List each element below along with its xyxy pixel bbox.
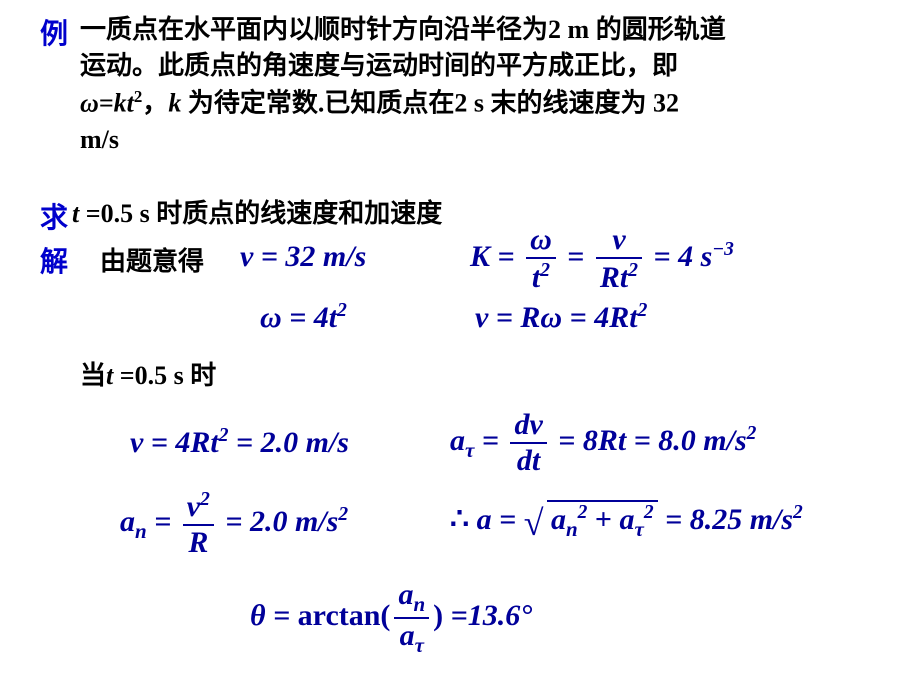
at-rhs: = 8Rt = 8.0 m/s	[558, 424, 746, 457]
th-close: )	[433, 599, 443, 632]
p-l1c: 的圆形轨道	[589, 15, 726, 44]
p-l3b: ，	[142, 88, 168, 117]
yiti: 由题意得	[100, 244, 204, 280]
omega-t: ω = 4t	[260, 301, 337, 334]
vR-t: v = Rω = 4Rt	[475, 301, 638, 334]
p-l1a: 一质点在水平面内以顺时针方向沿半径为	[80, 15, 548, 44]
K-d1: t	[532, 261, 540, 294]
an-sub: n	[135, 519, 147, 543]
K-d1e: 2	[540, 260, 550, 281]
at-den: dt	[510, 442, 546, 476]
eq-atau: aτ = dv dt = 8Rt = 8.0 m/s2	[450, 410, 756, 476]
p-l4: m/s	[80, 125, 119, 154]
eq-atot: ∴ a = √ an2 + aτ2 = 8.25 m/s2	[450, 500, 803, 544]
th-lhs: θ =	[250, 599, 290, 632]
label-example: 例	[40, 12, 68, 52]
v05a: v = 4Rt	[130, 426, 219, 459]
p-l3a: ω=kt	[80, 88, 134, 117]
atot-a: a =	[477, 503, 517, 536]
atot-t2a: a	[620, 503, 635, 536]
eq-vR: v = Rω = 4Rt2	[475, 300, 647, 335]
an-eq: =	[154, 505, 171, 538]
vR-e: 2	[638, 300, 648, 321]
atot-rhs: = 8.25 m/s	[665, 503, 793, 536]
atot-pre: ∴	[450, 503, 469, 536]
an-ne: 2	[200, 489, 210, 510]
omega-e: 2	[337, 300, 347, 321]
at-sub: τ	[465, 438, 474, 462]
at-a: a	[450, 424, 465, 457]
dang-c: 时	[184, 361, 217, 390]
at-num: dv	[510, 410, 546, 442]
eq-K: K = ω t2 = v Rt2 = 4 s−3	[470, 225, 734, 293]
label-ask: 求	[40, 196, 68, 236]
K-rexp: −3	[712, 239, 734, 260]
atot-plus: +	[595, 503, 612, 536]
eq-an: an = v2 R = 2.0 m/s2	[120, 490, 348, 558]
ask-rest: 时质点的线速度和加速度	[150, 199, 443, 228]
th-na: a	[398, 578, 413, 611]
dang-row: 当t =0.5 s 时	[80, 358, 216, 394]
p-l3f: 末的线速度为	[484, 88, 653, 117]
an-rexp: 2	[338, 504, 348, 525]
K-n1: ω	[526, 225, 556, 257]
K-lhs: K =	[470, 240, 515, 273]
dang-a: 当	[80, 361, 106, 390]
p-l2: 运动。此质点的角速度与运动时间的平方成正比，即	[80, 51, 678, 80]
p-l1b: 2 m	[548, 15, 589, 44]
th-fn: arctan(	[298, 599, 391, 632]
at-rexp: 2	[747, 423, 757, 444]
slide: 例 一质点在水平面内以顺时针方向沿半径为2 m 的圆形轨道 运动。此质点的角速度…	[0, 0, 920, 690]
label-solve: 解	[40, 240, 68, 280]
an-num: v	[187, 490, 200, 523]
eq-omega: ω = 4t2	[260, 300, 347, 335]
ask-eq: =0.5 s	[79, 199, 149, 228]
eq-v32: v = 32 m/s	[240, 240, 366, 274]
K-d2e: 2	[628, 260, 638, 281]
eq-theta: θ = arctan( an aτ ) =13.6°	[250, 580, 532, 656]
an-a: a	[120, 505, 135, 538]
th-rhs: =13.6°	[451, 599, 533, 632]
v32-text: v = 32 m/s	[240, 240, 366, 273]
p-l3g: 32	[653, 88, 679, 117]
th-da: a	[400, 619, 415, 652]
atot-t1e: 2	[578, 502, 588, 523]
atot-t2e: 2	[644, 502, 654, 523]
ask-text: t =0.5 s 时质点的线速度和加速度	[72, 199, 442, 228]
th-ds: τ	[415, 633, 424, 657]
atot-t1s: n	[566, 517, 578, 541]
th-ns: n	[413, 592, 425, 616]
v05e: 2	[219, 425, 229, 446]
K-d2: Rt	[600, 261, 628, 294]
atot-rexp: 2	[793, 502, 803, 523]
problem-text: 一质点在水平面内以顺时针方向沿半径为2 m 的圆形轨道 运动。此质点的角速度与运…	[80, 12, 880, 158]
an-den: R	[183, 524, 214, 558]
atot-t2s: τ	[635, 517, 644, 541]
p-l3c: k	[168, 88, 181, 117]
K-rhs: = 4 s	[654, 240, 713, 273]
v05b: = 2.0 m/s	[236, 426, 349, 459]
K-n2: v	[596, 225, 642, 257]
p-l3d: 为待定常数.已知质点在	[181, 88, 454, 117]
at-eq: =	[482, 424, 499, 457]
an-rhs: = 2.0 m/s	[225, 505, 338, 538]
atot-t1a: a	[551, 503, 566, 536]
dang-b: =0.5 s	[113, 361, 183, 390]
eq-v05: v = 4Rt2 = 2.0 m/s	[130, 425, 349, 460]
p-l3e: 2 s	[454, 88, 484, 117]
